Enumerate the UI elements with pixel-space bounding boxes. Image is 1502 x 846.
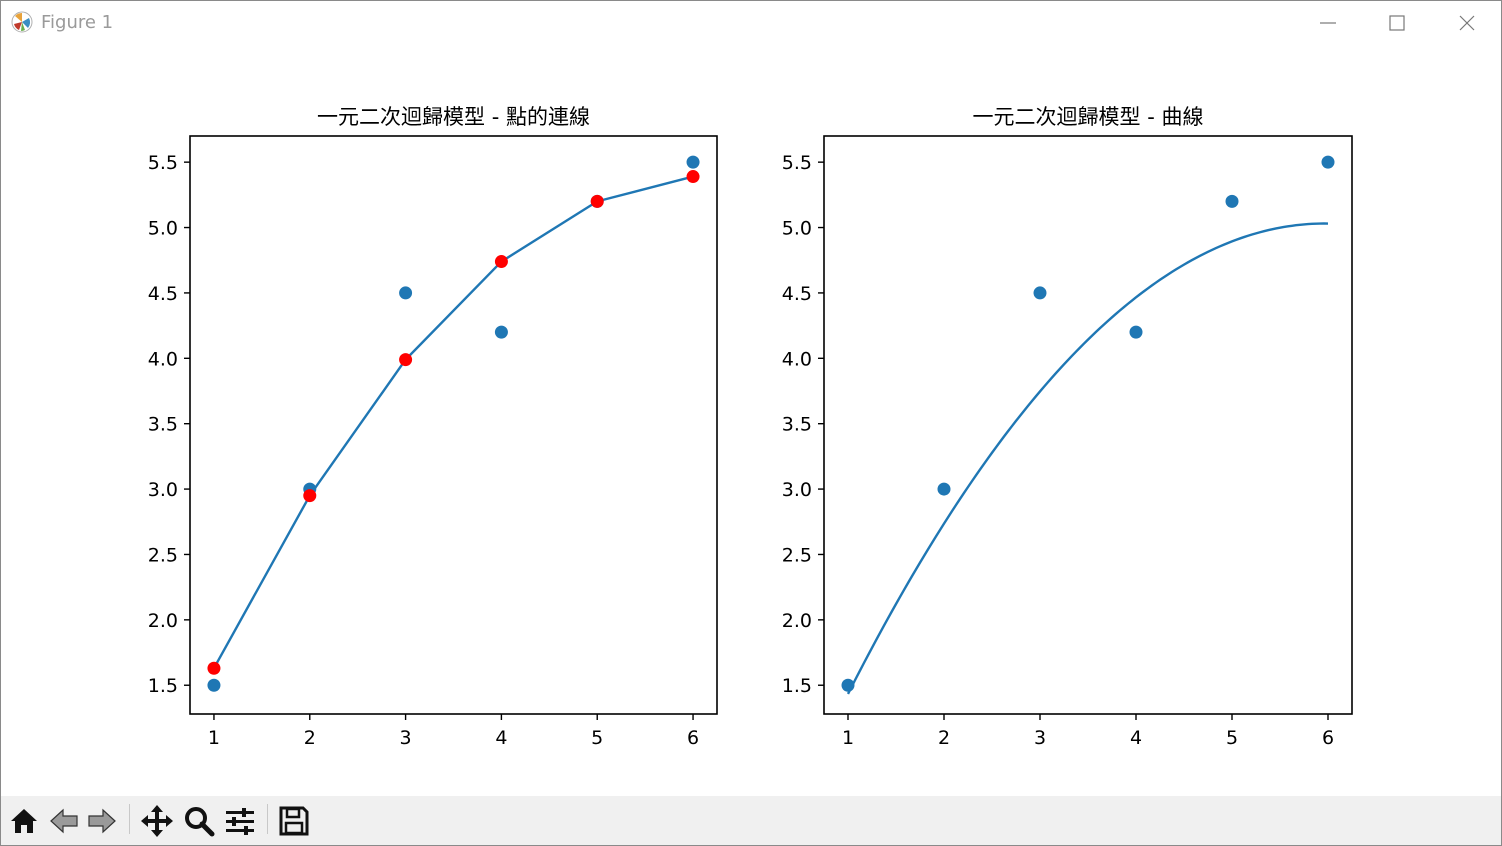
x-tick-label: 6 (1322, 727, 1334, 749)
predicted-point (207, 661, 221, 675)
y-tick-label: 1.5 (782, 675, 812, 697)
pan-icon (141, 805, 173, 837)
y-tick-label: 4.5 (148, 283, 178, 305)
axes-frame (189, 135, 718, 715)
figure-canvas[interactable]: 一元二次迴歸模型 - 點的連線 1 2 3 4 5 6 1.5 2.0 2.5 3.0 3.5 4.0 4… (1, 45, 1501, 795)
save-button[interactable] (275, 802, 313, 840)
minimize-icon (1320, 22, 1336, 24)
y-tick-label: 4.0 (782, 348, 812, 370)
minimize-button[interactable] (1293, 1, 1363, 45)
data-point (1033, 286, 1047, 300)
home-button[interactable] (5, 802, 43, 840)
x-tick-label: 1 (208, 727, 220, 749)
data-point (937, 482, 951, 496)
y-tick-label: 5.0 (782, 218, 812, 240)
y-tick-label: 4.0 (148, 348, 178, 370)
y-tick-label: 3.5 (782, 414, 812, 436)
y-tick-label: 2.0 (148, 610, 178, 632)
y-tick-label: 2.0 (782, 610, 812, 632)
y-tick-label: 1.5 (148, 675, 178, 697)
data-point (841, 678, 855, 692)
x-tick-label: 3 (1034, 727, 1046, 749)
configure-subplots-button[interactable] (221, 802, 259, 840)
data-point (1225, 194, 1239, 208)
plots-svg: 一元二次迴歸模型 - 點的連線 1 2 3 4 5 6 1.5 2.0 2.5 3.0 3.5 4.0 4… (148, 105, 1353, 749)
data-point (207, 678, 221, 692)
y-tick-label: 5.0 (148, 218, 178, 240)
regression-line (212, 175, 694, 669)
back-button[interactable] (45, 802, 83, 840)
forward-icon (88, 808, 116, 834)
x-tick-label: 4 (495, 727, 507, 749)
forward-button[interactable] (83, 802, 121, 840)
x-tick-label: 1 (842, 727, 854, 749)
toolbar-separator (129, 804, 130, 834)
predicted-point (686, 170, 700, 184)
x-tick-label: 2 (938, 727, 950, 749)
matplotlib-icon (11, 11, 33, 33)
configure-subplots-icon (226, 808, 254, 835)
navigation-toolbar (1, 796, 1501, 845)
regression-curve (846, 222, 1329, 695)
x-tick-label: 5 (591, 727, 603, 749)
y-tick-label: 5.5 (148, 152, 178, 174)
predicted-point (303, 489, 317, 503)
data-point (686, 155, 700, 169)
x-tick-label: 4 (1130, 727, 1142, 749)
predicted-point (590, 194, 604, 208)
y-tick-label: 4.5 (782, 283, 812, 305)
close-icon (1459, 15, 1475, 31)
x-tick-label: 3 (400, 727, 412, 749)
close-button[interactable] (1432, 1, 1502, 45)
zoom-button[interactable] (180, 802, 218, 840)
axes-frame (823, 135, 1353, 715)
data-point (1129, 325, 1143, 339)
data-point (399, 286, 413, 300)
y-tick-label: 3.5 (148, 414, 178, 436)
y-tick-label: 3.0 (782, 479, 812, 501)
y-tick-label: 2.5 (782, 544, 812, 566)
predicted-point (399, 353, 413, 367)
x-tick-label: 6 (687, 727, 699, 749)
y-tick-label: 3.0 (148, 479, 178, 501)
maximize-button[interactable] (1362, 1, 1432, 45)
x-tick-label: 2 (304, 727, 316, 749)
x-tick-label: 5 (1226, 727, 1238, 749)
y-tick-label: 2.5 (148, 544, 178, 566)
maximize-icon (1389, 15, 1405, 31)
zoom-icon (185, 807, 215, 837)
data-point (1321, 155, 1335, 169)
chart-title: 一元二次迴歸模型 - 曲線 (973, 105, 1204, 129)
pan-button[interactable] (138, 802, 176, 840)
data-point (494, 325, 508, 339)
chart-title: 一元二次迴歸模型 - 點的連線 (317, 105, 590, 129)
predicted-point (494, 255, 508, 269)
window-title: Figure 1 (41, 12, 114, 33)
save-icon (279, 806, 309, 836)
y-tick-label: 5.5 (782, 152, 812, 174)
title-bar: Figure 1 (1, 1, 1501, 45)
toolbar-separator (267, 804, 268, 834)
back-icon (50, 808, 78, 834)
home-icon (11, 809, 37, 833)
